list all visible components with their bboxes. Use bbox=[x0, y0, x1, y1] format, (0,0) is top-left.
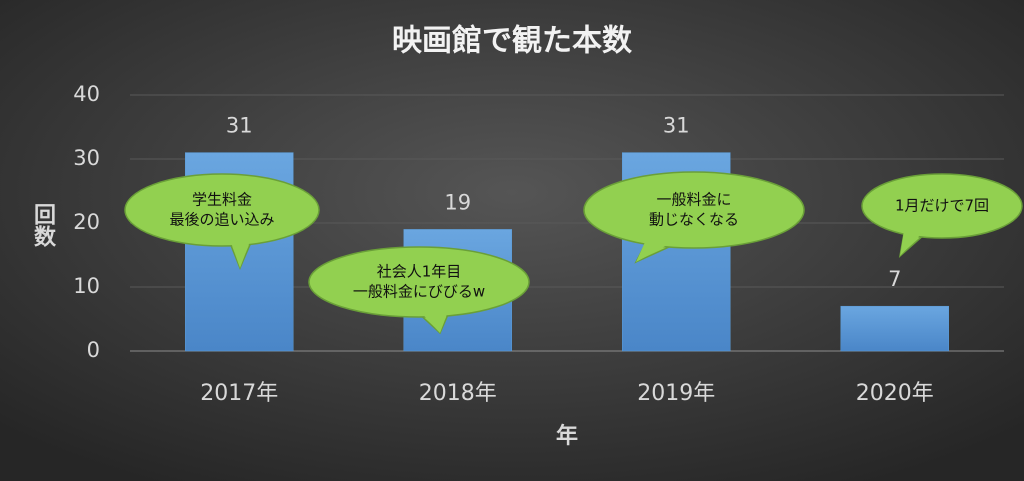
x-tick-label: 2019年 bbox=[637, 381, 715, 406]
bubble bbox=[861, 173, 1023, 239]
bubble bbox=[583, 171, 805, 249]
annotation-text: 1月だけで7回 bbox=[895, 197, 989, 215]
bubble-seam bbox=[415, 306, 450, 333]
bubble bbox=[308, 246, 530, 318]
chart-title: 映画館で観た本数 bbox=[392, 24, 633, 59]
bar bbox=[840, 305, 949, 352]
x-tick-label: 2020年 bbox=[856, 381, 934, 406]
y-tick-label: 20 bbox=[73, 210, 100, 234]
value-label: 31 bbox=[226, 114, 253, 138]
y-tick-label: 0 bbox=[87, 338, 100, 362]
x-axis-label: 年 bbox=[556, 423, 578, 449]
x-tick-label: 2017年 bbox=[200, 381, 278, 406]
value-label: 19 bbox=[444, 190, 471, 214]
value-label: 7 bbox=[888, 267, 901, 291]
y-tick-label: 10 bbox=[73, 274, 100, 298]
y-tick-label: 40 bbox=[73, 82, 100, 106]
bubble-seam bbox=[636, 231, 680, 262]
annotation-text: 社会人1年目 bbox=[377, 263, 462, 281]
annotation-text: 一般料金にびびるw bbox=[353, 283, 485, 301]
bubble-seam bbox=[228, 234, 252, 268]
y-axis-label: 回数 bbox=[30, 203, 56, 248]
x-tick-label: 2018年 bbox=[419, 381, 497, 406]
y-tick-label: 30 bbox=[73, 146, 100, 170]
bubble bbox=[124, 173, 320, 247]
annotation-text: 動じなくなる bbox=[649, 211, 739, 229]
annotation-text: 最後の追い込み bbox=[169, 211, 274, 229]
bubble-seam bbox=[900, 224, 925, 256]
annotation-text: 学生料金 bbox=[192, 191, 252, 209]
value-label: 31 bbox=[663, 114, 690, 138]
annotation-text: 一般料金に bbox=[656, 191, 731, 209]
